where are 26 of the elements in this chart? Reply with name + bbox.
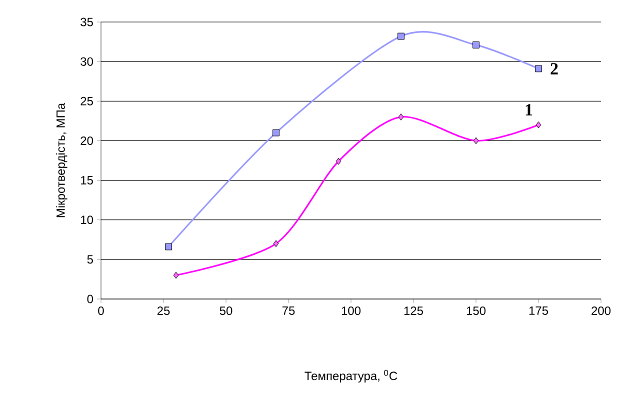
y-axis-title: Мікротвердість, МПа <box>56 102 68 218</box>
y-tick-label: 0 <box>87 294 94 304</box>
x-tick-label: 150 <box>466 306 486 316</box>
x-tick-label: 75 <box>282 306 295 315</box>
x-tick-label: 0 <box>98 306 104 316</box>
point <box>398 32 404 40</box>
point <box>535 65 542 72</box>
x-tick-label: 200 <box>592 306 611 316</box>
y-tick-label: 10 <box>81 216 94 224</box>
point <box>472 42 480 48</box>
x-axis-title: Температура, $^{0}$C <box>304 370 398 383</box>
series-label: 2 <box>550 63 558 74</box>
x-tick-label: 125 <box>404 306 424 316</box>
y-tick-label: 15 <box>81 176 93 184</box>
y-tick-label: 25 <box>80 96 93 106</box>
point <box>272 129 280 136</box>
x-tick-label: 25 <box>157 306 170 316</box>
y-tick-label: 35 <box>80 18 93 26</box>
y-tick-label: 20 <box>80 136 94 145</box>
y-tick-label: 5 <box>87 255 93 264</box>
series-label: 1 <box>526 104 532 116</box>
x-tick-label: 175 <box>529 306 548 315</box>
x-tick-label: 100 <box>342 306 361 316</box>
y-tick-label: 30 <box>80 57 94 66</box>
point <box>165 243 172 250</box>
x-tick-label: 50 <box>220 306 232 316</box>
